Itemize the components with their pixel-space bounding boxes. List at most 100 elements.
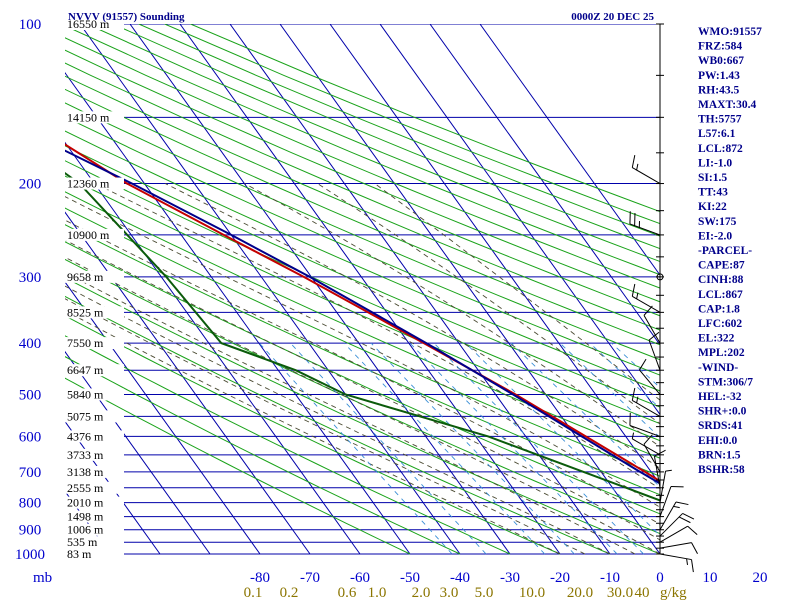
index-item: WMO:91557 xyxy=(698,26,762,38)
index-item: PW:1.43 xyxy=(698,70,740,82)
pressure-label: 800 xyxy=(19,496,42,512)
mixing-ratio-label: 0.1 xyxy=(244,585,263,600)
index-item: SW:175 xyxy=(698,216,737,228)
wind-barb-shaft xyxy=(659,513,683,537)
wind-barb xyxy=(659,512,695,537)
dry-adiabat xyxy=(86,24,660,263)
mixing-ratio-line xyxy=(290,342,487,555)
wind-barb xyxy=(659,553,694,573)
wind-barb-flag xyxy=(687,525,698,535)
index-item: LCL:872 xyxy=(698,143,743,155)
index-item: BRN:1.5 xyxy=(698,449,741,461)
wind-barb xyxy=(629,412,661,437)
height-label-bg xyxy=(64,228,124,241)
mixing-ratio-label: 40 xyxy=(635,585,650,600)
temperature-tick: -70 xyxy=(300,570,320,586)
wind-barb xyxy=(631,387,661,417)
pressure-label: 300 xyxy=(19,270,42,286)
dry-adiabat xyxy=(65,145,660,408)
wind-calm xyxy=(656,273,664,281)
wind-barb-shaft xyxy=(632,438,661,456)
x-axis-band xyxy=(30,566,662,584)
isotherm--30 xyxy=(129,24,511,555)
height-label: 12360 m xyxy=(67,177,110,191)
valid-time: 0000Z 20 DEC 25 xyxy=(571,11,654,23)
chart-title: NVVV (91557) Sounding xyxy=(68,11,185,23)
moist-adiabat xyxy=(65,285,611,555)
height-label-bg xyxy=(64,496,124,509)
wind-barb-shaft xyxy=(653,456,661,488)
wind-barb-flag xyxy=(691,542,698,554)
moist-adiabat xyxy=(317,183,660,425)
isotherm-10 xyxy=(329,24,660,486)
height-label: 535 m xyxy=(67,535,98,549)
dry-adiabat xyxy=(65,277,660,555)
index-item: BSHR:58 xyxy=(698,464,745,476)
index-item: LFC:602 xyxy=(698,318,742,330)
wind-barb-shaft xyxy=(659,542,692,549)
mixing-ratio-line xyxy=(510,342,660,488)
isotherm-20 xyxy=(379,24,660,416)
height-label: 16550 m xyxy=(67,17,110,31)
height-label-bg xyxy=(64,18,124,30)
wind-barb-flag xyxy=(631,155,636,168)
x-axis-prefix: mb xyxy=(33,570,52,586)
index-item: TH:5757 xyxy=(698,114,742,126)
temperature-tick: -60 xyxy=(350,570,370,586)
temperature-line xyxy=(65,143,660,483)
wind-barb xyxy=(659,501,689,530)
dry-adiabat xyxy=(65,62,660,317)
height-label-bg xyxy=(64,177,124,190)
wind-barb xyxy=(629,211,661,236)
moist-adiabat xyxy=(65,298,586,555)
index-item: -WIND- xyxy=(698,362,738,374)
pressure-label: 1000 xyxy=(15,547,45,563)
series-layer xyxy=(65,143,660,502)
index-item: HEL:-32 xyxy=(698,391,742,403)
mixing-ratio-label: 1.0 xyxy=(368,585,387,600)
wind-barb-flag xyxy=(631,387,636,401)
pressure-label: 900 xyxy=(19,523,42,539)
wind-barb xyxy=(643,434,661,473)
dry-adiabat xyxy=(65,75,660,331)
index-item: L57:6.1 xyxy=(698,128,736,140)
pressure-label: 100 xyxy=(19,17,42,33)
height-label: 3138 m xyxy=(67,465,104,479)
wind-barb xyxy=(648,331,661,371)
wind-barb-shaft xyxy=(632,295,661,313)
isotherm--60 xyxy=(65,141,361,555)
wind-barb-flag xyxy=(631,283,636,297)
height-label-bg xyxy=(64,430,124,443)
pressure-label: 700 xyxy=(19,465,42,481)
height-label-bg xyxy=(64,510,124,523)
dry-adiabat xyxy=(65,335,511,555)
height-label: 3733 m xyxy=(67,448,104,462)
wind-barb-half xyxy=(665,469,672,472)
wind-barb-half xyxy=(636,396,639,403)
wind-barb-half xyxy=(673,505,680,509)
dry-adiabat xyxy=(65,37,660,289)
index-item: RH:43.5 xyxy=(698,84,739,96)
index-item: MAXT:30.4 xyxy=(698,99,756,111)
dry-adiabat xyxy=(65,49,660,303)
dry-adiabat xyxy=(65,377,411,555)
index-item: SRDS:41 xyxy=(698,420,743,432)
wind-barb xyxy=(659,469,672,503)
height-label: 4376 m xyxy=(67,429,104,443)
pressure-label: 500 xyxy=(19,387,42,403)
temperature-tick: -30 xyxy=(500,570,520,586)
index-item: STM:306/7 xyxy=(698,376,753,388)
dry-adiabat xyxy=(65,315,561,555)
index-item: FRZ:584 xyxy=(698,41,742,53)
wind-barb-shaft xyxy=(632,167,661,184)
moist-adiabat xyxy=(244,183,660,448)
index-item: EL:322 xyxy=(698,333,735,345)
wind-barb xyxy=(631,155,661,184)
wind-barb xyxy=(631,283,661,313)
moist-adiabat xyxy=(65,271,636,555)
dry-adiabat xyxy=(65,88,660,346)
height-label: 1498 m xyxy=(67,510,104,524)
dry-adiabat xyxy=(112,24,660,250)
wind-barb-shaft xyxy=(643,315,661,344)
